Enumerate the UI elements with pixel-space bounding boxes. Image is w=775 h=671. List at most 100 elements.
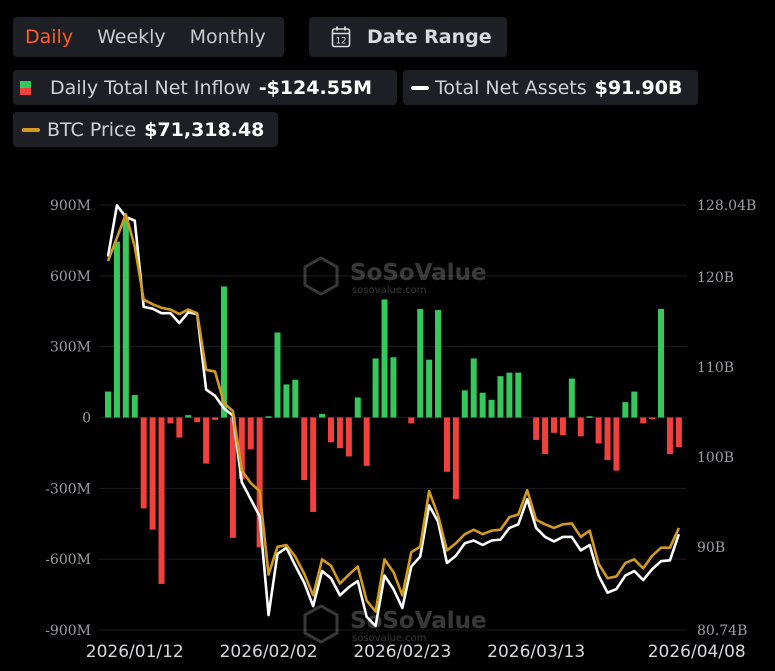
right-axis-tick: 120B bbox=[697, 270, 734, 286]
inflow-bar bbox=[212, 417, 219, 420]
inflow-bar bbox=[443, 417, 450, 472]
inflow-bar bbox=[488, 399, 495, 418]
inflow-bar bbox=[461, 390, 468, 418]
inflow-bar bbox=[604, 417, 611, 460]
inflow-bar bbox=[533, 417, 540, 440]
inflow-bar bbox=[176, 417, 183, 438]
inflow-bar bbox=[595, 417, 602, 444]
inflow-bar bbox=[283, 384, 290, 418]
inflow-bar bbox=[551, 417, 557, 433]
left-axis-tick: 300M bbox=[50, 340, 91, 356]
left-axis-tick: 0 bbox=[82, 411, 91, 427]
legend-inflow-label: Daily Total Net Inflow bbox=[50, 76, 251, 99]
inflow-bar bbox=[274, 332, 281, 418]
calendar-icon-day: 12 bbox=[336, 37, 347, 47]
tab-monthly[interactable]: Monthly bbox=[189, 26, 266, 48]
inflow-bar bbox=[363, 417, 370, 466]
inflow-bar bbox=[452, 417, 459, 499]
inflow-bar bbox=[675, 417, 682, 448]
inflow-bar bbox=[666, 417, 673, 455]
inflow-bar bbox=[586, 416, 593, 418]
legend-btc: BTC Price $71,318.48 bbox=[13, 112, 278, 147]
btc-swatch bbox=[22, 127, 40, 132]
inflow-bar bbox=[390, 357, 397, 418]
inflow-bar bbox=[105, 391, 111, 418]
inflow-bar bbox=[292, 379, 299, 418]
inflow-bar bbox=[354, 397, 361, 418]
inflow-bar bbox=[256, 417, 263, 548]
x-axis-tick: 2026/02/02 bbox=[220, 642, 318, 662]
inflow-bar bbox=[328, 417, 334, 443]
right-axis-ticks: 128.04B 120B 110B 100B 90B 80.74B bbox=[697, 198, 756, 639]
inflow-bar bbox=[113, 241, 120, 418]
inflow-bar bbox=[426, 359, 433, 418]
tab-weekly[interactable]: Weekly bbox=[97, 26, 166, 48]
date-range-button[interactable]: 12 Date Range bbox=[309, 17, 507, 57]
watermark-brand: SoSoValue bbox=[350, 608, 487, 634]
inflow-bar bbox=[372, 358, 379, 418]
inflow-bar bbox=[417, 308, 424, 418]
inflow-bar bbox=[247, 417, 254, 450]
inflow-bar bbox=[631, 391, 638, 418]
btc-price-line bbox=[106, 213, 681, 613]
right-axis-tick: 128.04B bbox=[697, 198, 756, 214]
etf-flow-chart: SoSoValue sosovalue.com SoSoValue sosova… bbox=[45, 198, 756, 662]
inflow-bar bbox=[559, 417, 566, 436]
assets-swatch bbox=[411, 85, 429, 90]
x-axis-ticks: 2026/01/12 2026/02/02 2026/02/23 2026/03/13… bbox=[86, 642, 746, 662]
inflow-bar bbox=[435, 310, 442, 418]
inflow-bar bbox=[336, 417, 343, 449]
watermark-bottom: SoSoValue sosovalue.com bbox=[303, 604, 487, 644]
inflow-bar bbox=[613, 417, 620, 471]
left-axis-tick: -300M bbox=[45, 481, 91, 497]
inflow-bar bbox=[167, 417, 174, 424]
left-axis-tick: -900M bbox=[45, 623, 91, 639]
right-axis-tick: 90B bbox=[697, 540, 725, 556]
legend-inflow: Daily Total Net Inflow -$124.55M bbox=[13, 70, 397, 105]
grid bbox=[99, 204, 687, 631]
inflow-bar bbox=[381, 299, 388, 418]
watermark-url: sosovalue.com bbox=[352, 285, 427, 296]
x-axis-tick: 2026/02/23 bbox=[353, 642, 451, 662]
inflow-bar bbox=[658, 308, 665, 418]
inflow-bar bbox=[640, 417, 647, 424]
inflow-bar bbox=[310, 417, 317, 512]
inflow-bar bbox=[229, 417, 236, 538]
legend-assets: Total Net Assets $91.90B bbox=[403, 70, 698, 105]
inflow-bar bbox=[479, 392, 486, 418]
sosovalue-logo-icon bbox=[303, 256, 339, 296]
left-axis-tick: -600M bbox=[45, 552, 91, 568]
x-axis-tick: 2026/03/13 bbox=[487, 642, 585, 662]
inflow-bar bbox=[301, 417, 308, 481]
inflow-bar bbox=[577, 417, 584, 437]
right-axis-tick: 100B bbox=[697, 450, 734, 466]
watermark-top: SoSoValue sosovalue.com bbox=[303, 256, 487, 296]
inflow-bar bbox=[345, 417, 352, 457]
inflow-bar bbox=[622, 402, 629, 418]
inflow-bar bbox=[185, 415, 192, 418]
right-axis-tick: 80.74B bbox=[697, 623, 747, 639]
watermarks: SoSoValue sosovalue.com SoSoValue sosova… bbox=[303, 256, 487, 644]
legend-assets-label: Total Net Assets bbox=[435, 76, 587, 99]
inflow-bar bbox=[238, 417, 245, 479]
inflow-bar bbox=[506, 372, 513, 418]
total-net-assets-line bbox=[106, 204, 681, 628]
x-axis-tick: 2026/04/08 bbox=[648, 642, 746, 662]
inflow-bar bbox=[194, 417, 201, 423]
legend-btc-label: BTC Price bbox=[47, 118, 137, 141]
interval-tabs: Daily Weekly Monthly bbox=[13, 17, 284, 57]
inflow-bar bbox=[515, 372, 522, 418]
inflow-bar bbox=[158, 417, 165, 584]
inflow-bar bbox=[265, 416, 272, 418]
left-axis-tick: 900M bbox=[50, 198, 91, 214]
inflow-bar bbox=[203, 417, 210, 464]
date-range-label: Date Range bbox=[367, 26, 492, 48]
watermark-url: sosovalue.com bbox=[352, 633, 427, 644]
inflow-bar bbox=[542, 417, 549, 455]
inflow-bars bbox=[105, 219, 682, 584]
right-axis-tick: 110B bbox=[697, 360, 734, 376]
inflow-swatch bbox=[20, 80, 31, 95]
sosovalue-logo-icon bbox=[303, 604, 339, 644]
tab-daily[interactable]: Daily bbox=[25, 26, 74, 48]
inflow-bar bbox=[470, 358, 477, 418]
